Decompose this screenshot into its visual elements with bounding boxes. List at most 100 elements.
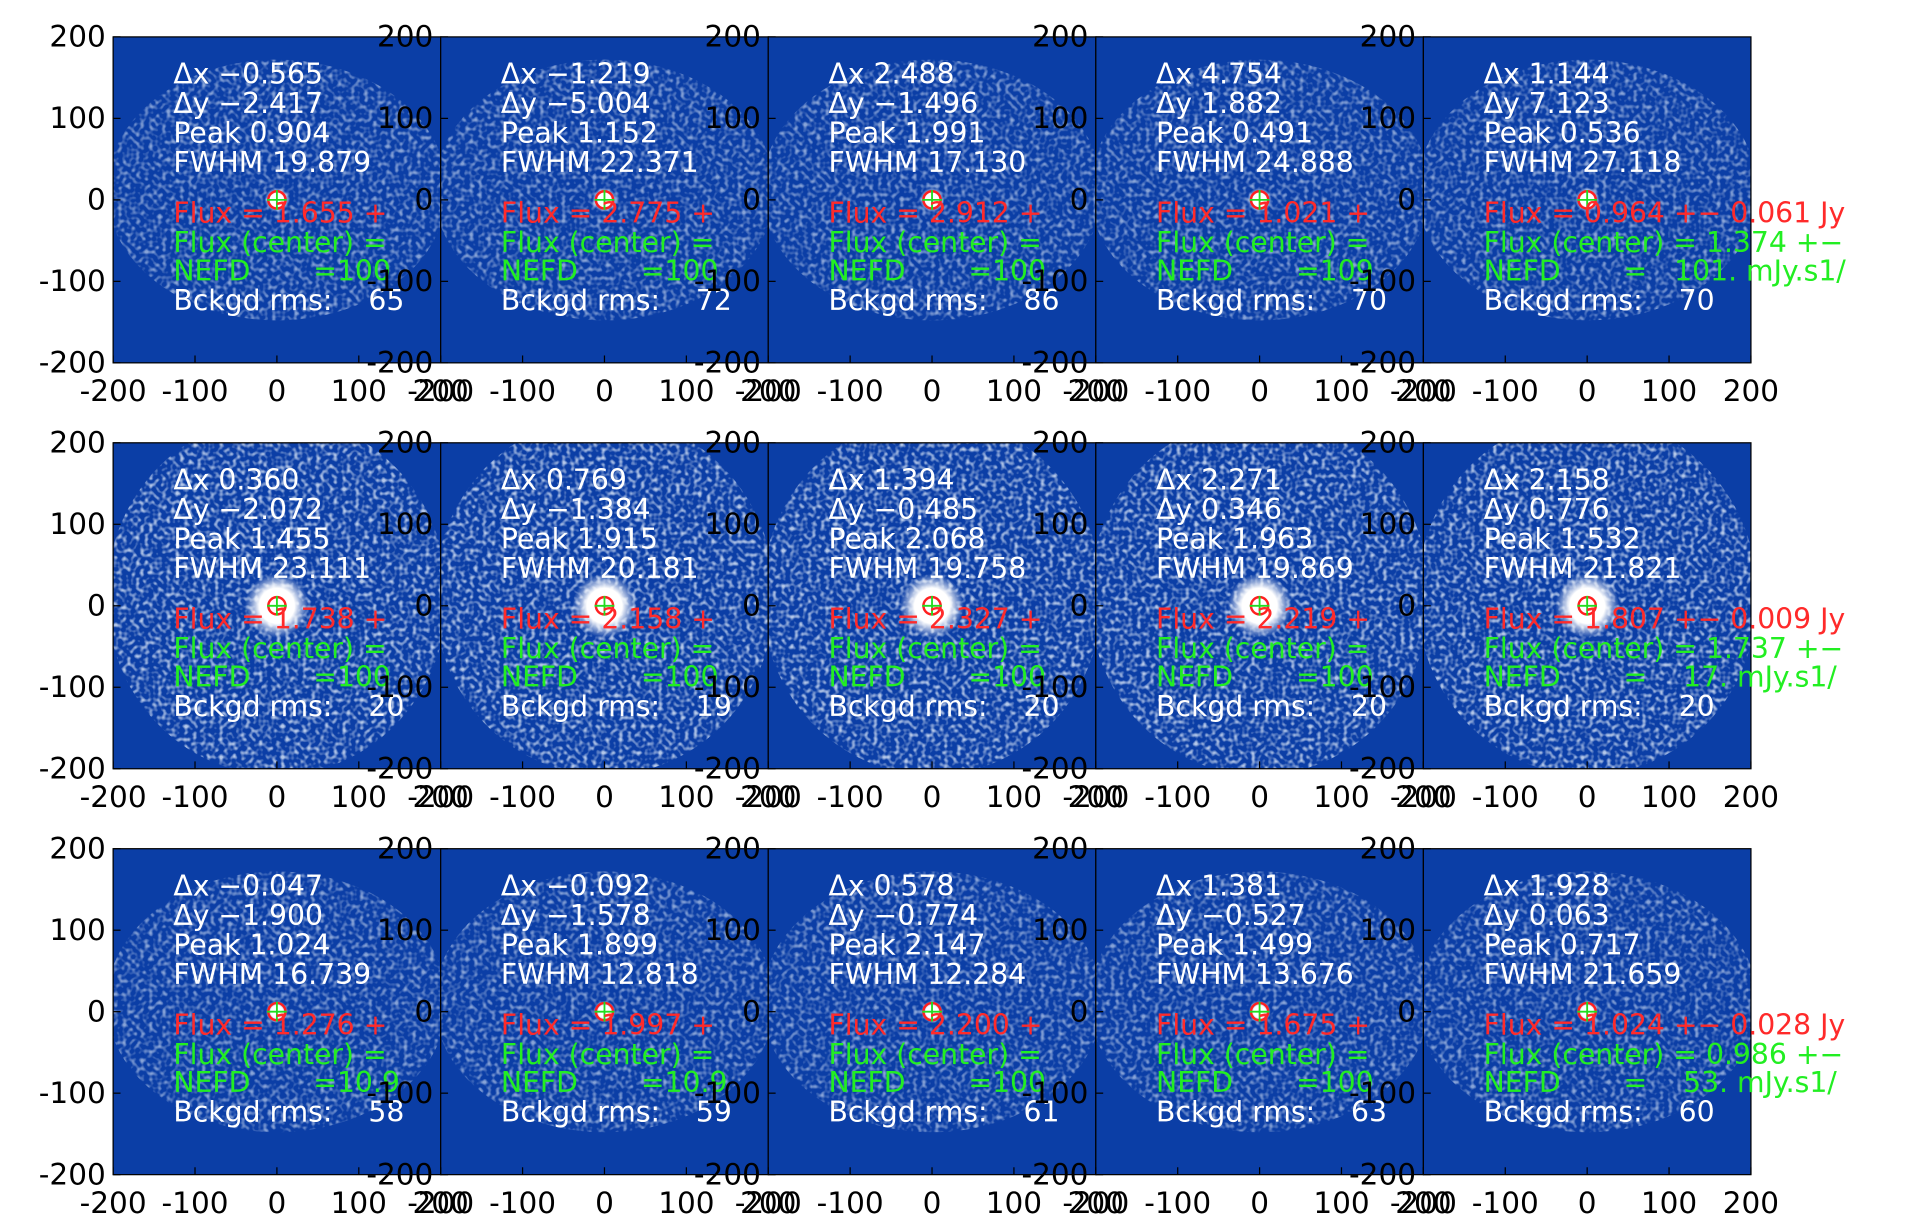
annotation: Δx 1.928 bbox=[1484, 869, 1610, 902]
annotation: NEFD =100 bbox=[501, 254, 719, 287]
y-tick-label: -200 bbox=[39, 346, 106, 380]
annotation: NEFD =100 bbox=[828, 1066, 1046, 1099]
x-tick-label: -100 bbox=[817, 1186, 884, 1220]
annotation: Flux = 1.024 +− 0.028 Jy bbox=[1484, 1008, 1846, 1041]
annotation: Δx 0.769 bbox=[501, 464, 627, 497]
y-tick-label: 100 bbox=[1360, 913, 1416, 947]
annotation: Flux = 0.964 +− 0.061 Jy bbox=[1484, 197, 1846, 230]
y-tick-label: 200 bbox=[705, 832, 761, 866]
x-tick-label: -200 bbox=[407, 1186, 474, 1220]
x-tick-label: 200 bbox=[1723, 780, 1779, 814]
annotation: Peak 2.068 bbox=[828, 523, 985, 556]
y-tick-label: -200 bbox=[1349, 752, 1416, 786]
annotation: FWHM 13.676 bbox=[1156, 958, 1354, 991]
x-tick-label: 0 bbox=[1578, 780, 1597, 814]
x-tick-label: 200 bbox=[413, 374, 469, 408]
x-tick-label: 0 bbox=[595, 780, 614, 814]
annotation: Peak 1.915 bbox=[501, 523, 658, 556]
annotation: FWHM 24.888 bbox=[1156, 146, 1354, 179]
annotation: Δy 0.776 bbox=[1484, 493, 1610, 526]
y-tick-label: 0 bbox=[415, 589, 434, 623]
annotation: Δx −1.219 bbox=[501, 58, 651, 91]
y-tick-label: 100 bbox=[49, 913, 105, 947]
x-tick-label: -200 bbox=[1062, 780, 1129, 814]
annotation: Peak 1.152 bbox=[501, 117, 658, 150]
x-tick-label: 0 bbox=[1578, 1186, 1597, 1220]
y-tick-label: -200 bbox=[1021, 346, 1088, 380]
x-tick-label: -100 bbox=[1144, 1186, 1211, 1220]
annotation: Bckgd rms: 20 bbox=[828, 690, 1059, 723]
y-tick-label: 0 bbox=[1070, 183, 1089, 217]
annotation: Peak 1.963 bbox=[1156, 523, 1313, 556]
annotation: Peak 2.147 bbox=[828, 928, 985, 961]
x-tick-label: 100 bbox=[1313, 780, 1369, 814]
y-tick-label: -200 bbox=[694, 346, 761, 380]
y-tick-label: -100 bbox=[366, 1076, 433, 1110]
y-tick-label: 200 bbox=[377, 426, 433, 460]
annotation: Flux = 2.158 + bbox=[501, 603, 715, 636]
y-tick-label: 0 bbox=[1070, 589, 1089, 623]
x-tick-label: -100 bbox=[1472, 780, 1539, 814]
x-tick-label: 200 bbox=[1723, 1186, 1779, 1220]
annotation: FWHM 16.739 bbox=[173, 958, 371, 991]
y-tick-label: -100 bbox=[39, 264, 106, 298]
y-tick-label: -100 bbox=[1021, 1076, 1088, 1110]
y-tick-label: 0 bbox=[87, 589, 106, 623]
x-tick-label: 200 bbox=[1068, 780, 1124, 814]
annotation: Flux (center) = 1.374 +− bbox=[1484, 226, 1844, 259]
annotation: Δy −2.072 bbox=[173, 493, 323, 526]
y-tick-label: 100 bbox=[377, 101, 433, 135]
x-tick-label: 100 bbox=[986, 374, 1042, 408]
y-tick-label: -100 bbox=[39, 670, 106, 704]
y-tick-label: -200 bbox=[39, 752, 106, 786]
x-tick-label: 0 bbox=[923, 1186, 942, 1220]
x-tick-label: -100 bbox=[162, 1186, 229, 1220]
x-tick-label: 100 bbox=[1313, 374, 1369, 408]
x-tick-label: -200 bbox=[1062, 374, 1129, 408]
annotation: Δx 0.578 bbox=[828, 869, 954, 902]
annotation: FWHM 12.818 bbox=[501, 958, 699, 991]
annotation: Bckgd rms: 63 bbox=[1156, 1096, 1387, 1129]
x-tick-label: 0 bbox=[268, 1186, 287, 1220]
annotation: Bckgd rms: 70 bbox=[1484, 284, 1715, 317]
annotation: Δy −5.004 bbox=[501, 87, 651, 120]
annotation: Δx −0.047 bbox=[173, 869, 323, 902]
annotation: Flux (center) = bbox=[501, 226, 714, 259]
y-tick-label: -200 bbox=[366, 346, 433, 380]
x-tick-label: -200 bbox=[1390, 780, 1457, 814]
annotation: FWHM 21.821 bbox=[1484, 552, 1682, 585]
x-tick-label: 100 bbox=[1641, 1186, 1697, 1220]
x-tick-label: -100 bbox=[1144, 374, 1211, 408]
y-tick-label: 200 bbox=[705, 426, 761, 460]
x-tick-label: 200 bbox=[1395, 374, 1451, 408]
annotation: Peak 1.532 bbox=[1484, 523, 1641, 556]
x-tick-label: 0 bbox=[1250, 1186, 1269, 1220]
annotation: Bckgd rms: 59 bbox=[501, 1096, 732, 1129]
y-tick-label: 0 bbox=[1070, 995, 1089, 1029]
x-tick-label: 0 bbox=[268, 374, 287, 408]
annotation: Δy −1.384 bbox=[501, 493, 651, 526]
annotation: Flux (center) = bbox=[501, 1038, 714, 1071]
y-tick-label: 200 bbox=[1032, 832, 1088, 866]
x-tick-label: 200 bbox=[1395, 1186, 1451, 1220]
annotation: Flux = 1.021 + bbox=[1156, 197, 1370, 230]
annotation: Flux = 1.738 + bbox=[173, 603, 387, 636]
annotation: Bckgd rms: 86 bbox=[828, 284, 1059, 317]
x-tick-label: -100 bbox=[1144, 780, 1211, 814]
annotation: NEFD =10.9 bbox=[173, 1066, 400, 1099]
annotation: FWHM 27.118 bbox=[1484, 146, 1682, 179]
annotation: Flux = 2.327 + bbox=[828, 603, 1042, 636]
annotation: FWHM 19.879 bbox=[173, 146, 371, 179]
x-tick-label: -200 bbox=[407, 374, 474, 408]
annotation: Δx −0.092 bbox=[501, 869, 651, 902]
y-tick-label: 100 bbox=[1360, 507, 1416, 541]
annotation: Bckgd rms: 65 bbox=[173, 284, 404, 317]
